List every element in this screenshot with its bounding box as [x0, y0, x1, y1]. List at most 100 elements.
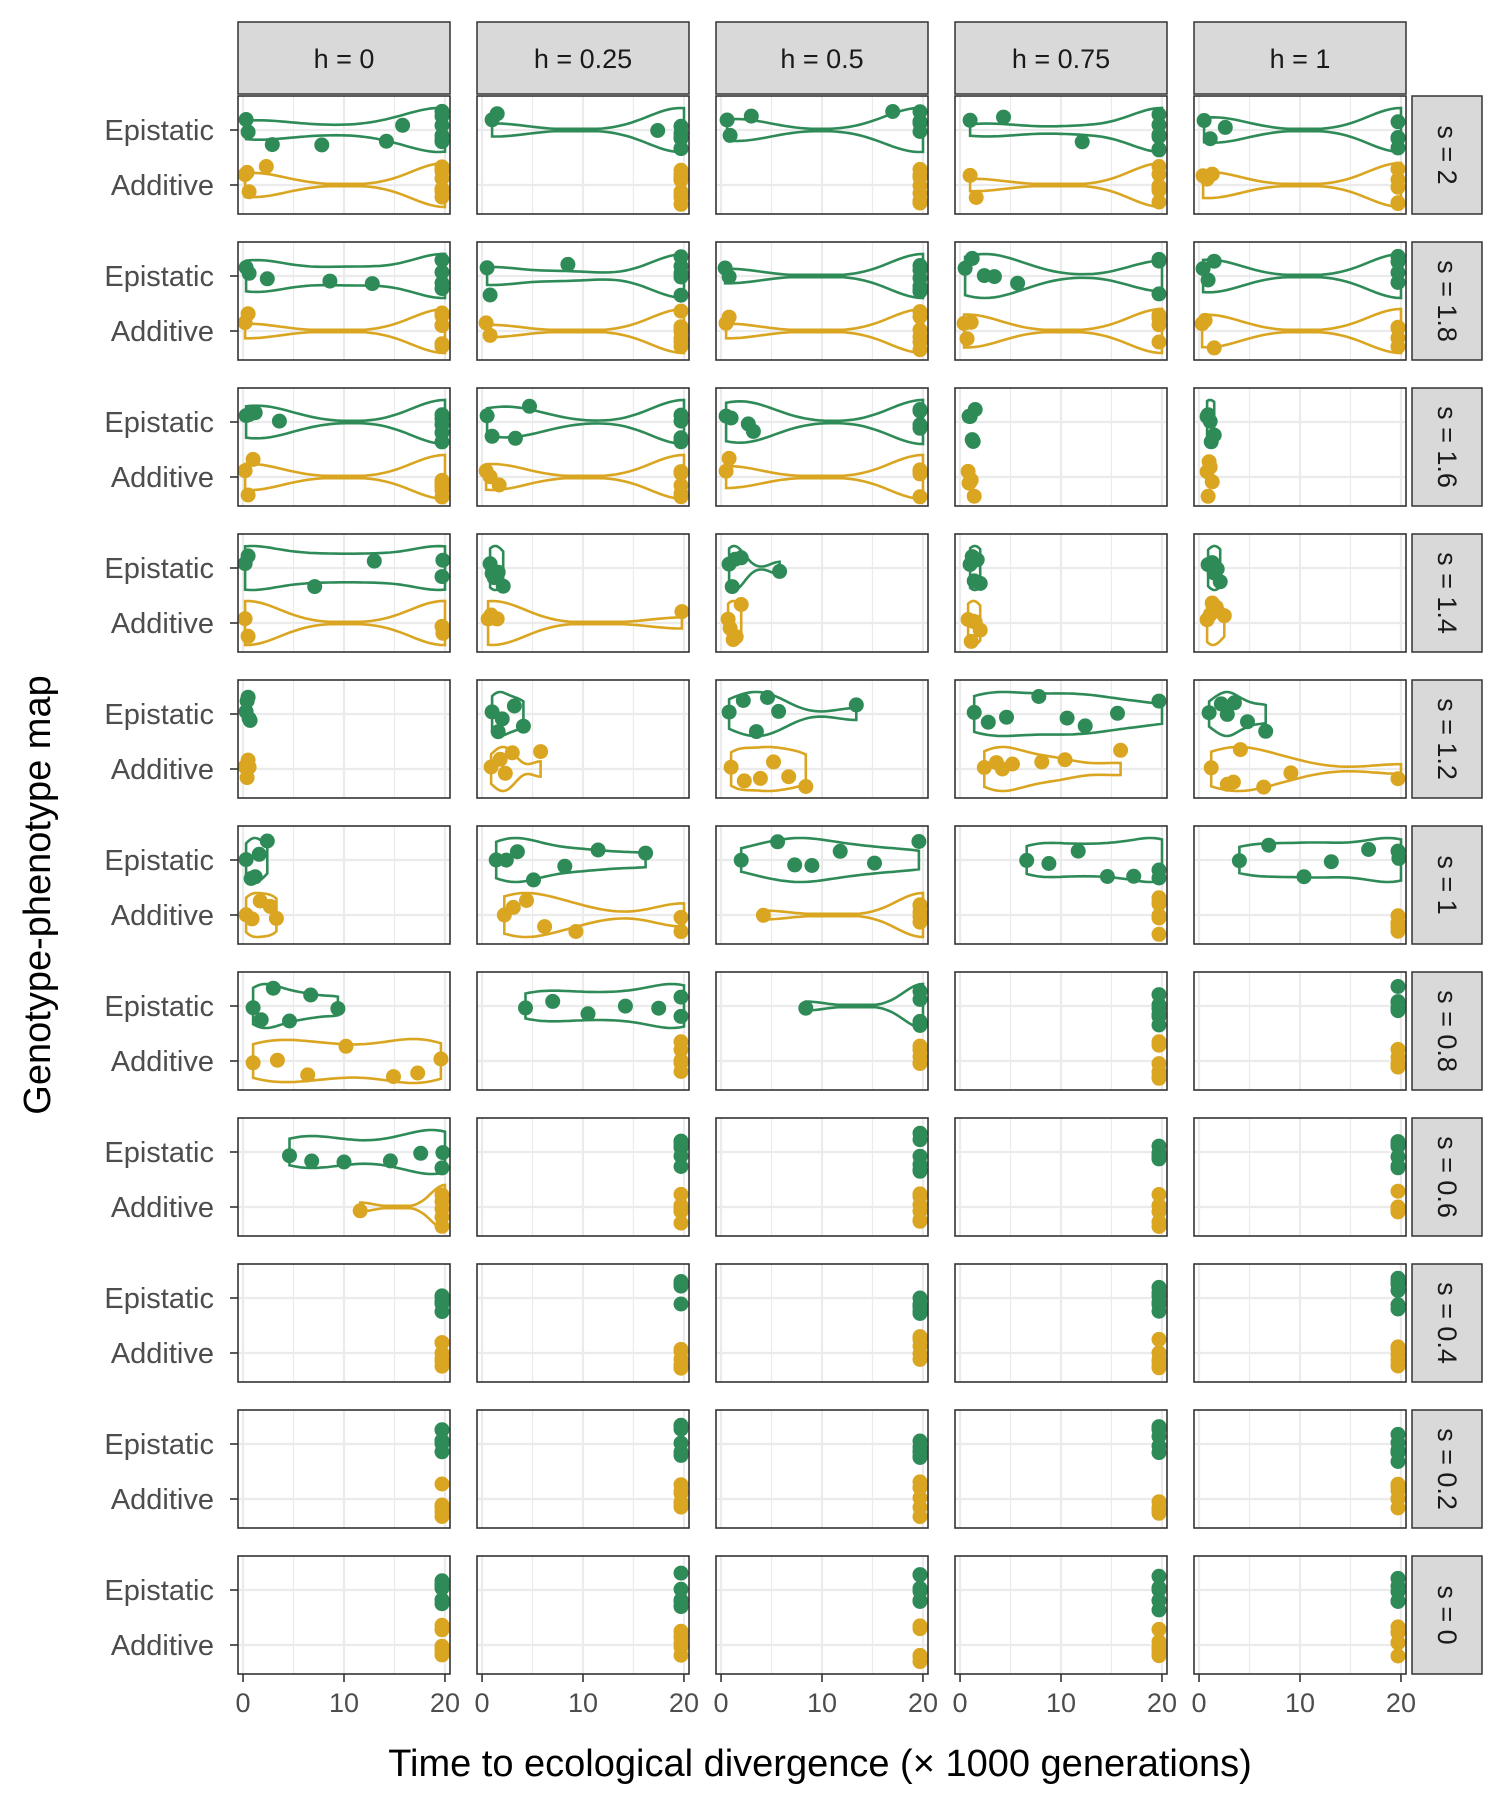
point-epistatic	[965, 434, 981, 449]
point-epistatic	[1226, 695, 1242, 711]
panel-border	[954, 95, 1168, 215]
point-additive	[968, 190, 984, 205]
row-strip-label-6: s = 0.8	[1432, 990, 1462, 1072]
y-tick-label-additive: Additive	[111, 1192, 214, 1224]
y-tick-label-additive: Additive	[111, 1484, 214, 1516]
point-epistatic	[1258, 723, 1274, 739]
point-epistatic	[590, 842, 606, 858]
point-epistatic	[969, 552, 985, 568]
point-epistatic	[1206, 253, 1222, 269]
point-epistatic	[673, 433, 689, 449]
panel-border	[954, 387, 1168, 507]
point-additive	[244, 911, 260, 927]
point-additive	[240, 628, 256, 644]
point-additive	[434, 1187, 450, 1203]
panel-7-4	[1193, 1117, 1407, 1237]
y-axis-title: Genotype-phenotype map	[17, 675, 59, 1114]
point-additive	[912, 909, 928, 925]
point-additive	[262, 898, 278, 914]
panel-1-4	[1193, 241, 1407, 361]
point-epistatic	[322, 273, 338, 289]
row-strip-label-9: s = 0.2	[1432, 1428, 1462, 1510]
point-epistatic	[494, 711, 510, 727]
violin-epistatic	[244, 106, 447, 154]
point-epistatic	[435, 552, 451, 568]
point-epistatic	[245, 1000, 261, 1016]
point-additive	[912, 489, 928, 505]
point-epistatic	[673, 989, 689, 1005]
x-tick-label: 0	[475, 1688, 490, 1718]
point-additive	[434, 1622, 450, 1638]
panel-border	[1193, 387, 1407, 507]
point-additive	[1151, 1646, 1167, 1662]
point-epistatic	[885, 104, 901, 119]
point-additive	[755, 907, 771, 923]
x-tick-label: 0	[1192, 1688, 1207, 1718]
panel-border	[476, 1555, 690, 1675]
point-epistatic	[395, 117, 411, 133]
point-additive	[673, 1042, 689, 1058]
y-tick-label-epistatic: Epistatic	[104, 991, 214, 1023]
point-epistatic	[673, 1435, 689, 1451]
point-epistatic	[545, 993, 561, 1009]
point-additive	[1390, 1635, 1406, 1651]
point-additive	[434, 482, 450, 498]
panel-border	[1193, 1555, 1407, 1675]
point-epistatic	[1390, 140, 1406, 156]
point-epistatic	[772, 563, 788, 579]
point-additive	[1204, 474, 1220, 490]
panel-border	[237, 387, 451, 507]
row-strip-5	[1411, 825, 1483, 945]
point-epistatic	[1151, 1294, 1167, 1310]
panel-border	[237, 971, 451, 1091]
panel-border	[954, 1409, 1168, 1529]
point-epistatic	[1151, 870, 1167, 886]
point-additive	[239, 164, 255, 180]
point-epistatic	[673, 1581, 689, 1597]
point-epistatic	[1390, 1301, 1406, 1317]
point-epistatic	[364, 276, 380, 292]
point-epistatic	[304, 1153, 320, 1169]
point-additive	[1225, 774, 1241, 790]
point-epistatic	[999, 709, 1014, 725]
panel-border	[1193, 1409, 1407, 1529]
point-epistatic	[1099, 869, 1115, 884]
row-strip-label-0: s = 2	[1432, 125, 1462, 184]
point-epistatic	[253, 1012, 269, 1028]
point-additive	[912, 193, 928, 209]
point-epistatic	[1151, 1568, 1167, 1584]
panel-border	[715, 1409, 929, 1529]
x-tick-label: 10	[807, 1688, 837, 1718]
violin-additive	[243, 599, 447, 647]
panel-6-2	[715, 971, 929, 1091]
point-epistatic	[912, 1290, 928, 1306]
point-additive	[434, 1497, 450, 1513]
row-strip-6	[1411, 971, 1483, 1091]
panel-4-0	[237, 679, 451, 799]
panel-border	[1193, 679, 1407, 799]
point-epistatic	[962, 112, 978, 128]
panel-border	[1193, 1263, 1407, 1383]
point-epistatic	[832, 843, 848, 859]
panel-4-3	[954, 679, 1168, 799]
point-epistatic	[912, 270, 928, 286]
point-epistatic	[238, 852, 254, 868]
point-additive	[1151, 1621, 1167, 1637]
point-epistatic	[271, 413, 287, 429]
point-epistatic	[1151, 141, 1167, 157]
point-epistatic	[498, 852, 514, 868]
point-additive	[1151, 194, 1167, 210]
point-epistatic	[434, 1422, 450, 1438]
point-additive	[1151, 1634, 1167, 1650]
point-additive	[736, 773, 752, 789]
point-additive	[912, 161, 928, 177]
point-additive	[434, 1335, 450, 1351]
point-epistatic	[673, 265, 689, 281]
point-additive	[1390, 1183, 1406, 1199]
point-additive	[912, 1346, 928, 1362]
panel-0-4	[1193, 95, 1407, 215]
point-additive	[434, 170, 450, 186]
panel-7-1	[476, 1117, 690, 1237]
panel-border	[476, 1117, 690, 1237]
